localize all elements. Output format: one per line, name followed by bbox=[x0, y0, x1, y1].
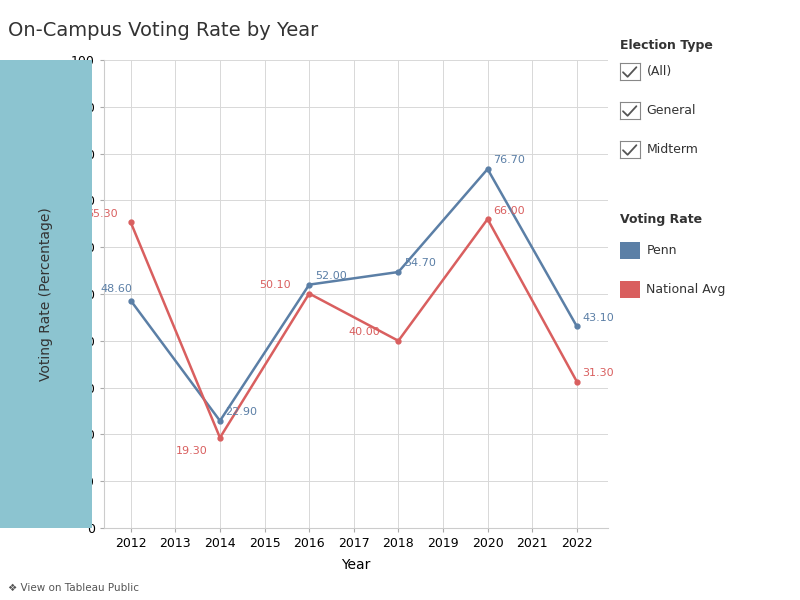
Text: 48.60: 48.60 bbox=[100, 284, 132, 294]
Text: 22.90: 22.90 bbox=[226, 407, 258, 417]
National Avg bbox=[572, 378, 582, 385]
Line: National Avg: National Avg bbox=[128, 217, 579, 440]
Penn bbox=[394, 268, 403, 275]
Penn bbox=[215, 417, 225, 424]
National Avg bbox=[304, 290, 314, 297]
National Avg bbox=[482, 215, 492, 223]
Text: 43.10: 43.10 bbox=[582, 313, 614, 323]
Text: 76.70: 76.70 bbox=[493, 155, 525, 166]
Penn bbox=[126, 297, 135, 304]
Line: Penn: Penn bbox=[128, 167, 579, 423]
Text: National Avg: National Avg bbox=[646, 283, 726, 296]
Text: 40.00: 40.00 bbox=[348, 327, 380, 337]
Text: On-Campus Voting Rate by Year: On-Campus Voting Rate by Year bbox=[8, 21, 318, 40]
Text: 66.00: 66.00 bbox=[493, 206, 525, 215]
Text: Election Type: Election Type bbox=[620, 39, 713, 52]
National Avg bbox=[215, 434, 225, 441]
Penn bbox=[304, 281, 314, 288]
Text: 52.00: 52.00 bbox=[314, 271, 346, 281]
Text: 50.10: 50.10 bbox=[259, 280, 290, 290]
Text: (All): (All) bbox=[646, 65, 672, 78]
Text: Voting Rate: Voting Rate bbox=[620, 213, 702, 226]
National Avg bbox=[126, 219, 135, 226]
Penn bbox=[572, 323, 582, 330]
Text: Penn: Penn bbox=[646, 244, 677, 257]
X-axis label: Year: Year bbox=[342, 559, 370, 572]
National Avg bbox=[394, 337, 403, 344]
Text: 19.30: 19.30 bbox=[175, 446, 207, 457]
Text: ❖ View on Tableau Public: ❖ View on Tableau Public bbox=[8, 583, 139, 593]
Text: Midterm: Midterm bbox=[646, 143, 698, 156]
Text: 31.30: 31.30 bbox=[582, 368, 614, 378]
Text: General: General bbox=[646, 104, 696, 117]
Text: 65.30: 65.30 bbox=[86, 209, 118, 219]
Text: Voting Rate (Percentage): Voting Rate (Percentage) bbox=[39, 207, 53, 381]
Penn bbox=[482, 166, 492, 173]
Text: 54.70: 54.70 bbox=[404, 259, 436, 268]
